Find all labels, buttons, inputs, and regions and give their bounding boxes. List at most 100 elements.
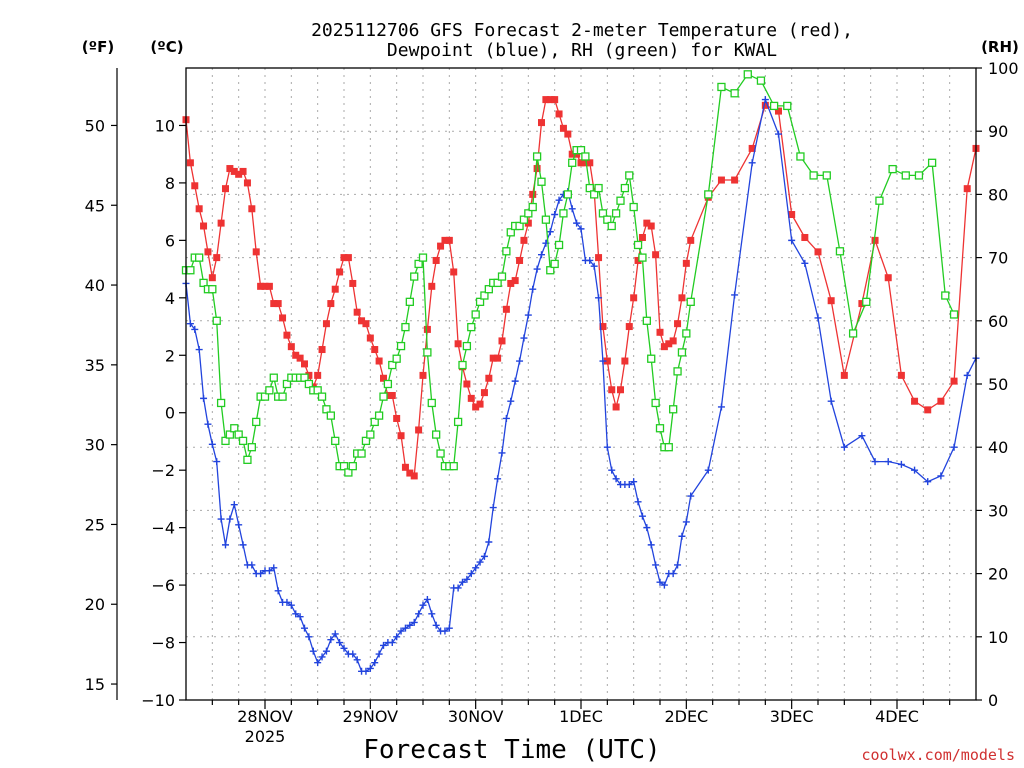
relative-humidity-point [783, 101, 792, 111]
dewpoint-point [406, 621, 414, 629]
2-meter-temperature-point [401, 463, 409, 471]
relative-humidity-point [546, 266, 555, 275]
2-meter-temperature-point [226, 165, 234, 173]
celsius-tick-label: 4 [165, 289, 175, 308]
2-meter-temperature-point [801, 233, 809, 241]
2-meter-temperature-point [305, 371, 313, 379]
relative-humidity-point [265, 386, 274, 395]
celsius-tick-label: −2 [151, 461, 175, 480]
dewpoint-point [331, 630, 339, 638]
celsius-unit-label: (ºC) [150, 38, 183, 56]
rh-tick-label: 40 [988, 438, 1008, 457]
relative-humidity-point [282, 379, 292, 389]
2-meter-temperature-point [884, 274, 892, 282]
2-meter-temperature-point [533, 165, 541, 173]
rh-tick-label: 80 [988, 185, 1008, 204]
dewpoint-point [555, 196, 563, 204]
relative-humidity-point [260, 392, 270, 401]
relative-humidity-point [221, 436, 230, 446]
2-meter-temperature-point [261, 282, 269, 290]
dewpoint-point [195, 346, 203, 354]
dewpoint-point [595, 294, 603, 302]
2-meter-temperature-point [195, 205, 203, 213]
2-meter-temperature-point [397, 432, 405, 440]
dewpoint-point [305, 633, 313, 641]
dewpoint-point [546, 228, 554, 236]
2-meter-temperature-point [652, 251, 660, 259]
relative-humidity-point [344, 468, 353, 477]
relative-humidity-point [563, 190, 572, 199]
credit-label: coolwx.com/models [861, 746, 1015, 764]
dewpoint-point [459, 578, 466, 586]
dewpoint-point [660, 581, 668, 589]
2-meter-temperature-point [204, 248, 212, 256]
x-tick-label: 29NOV [343, 707, 399, 726]
dewpoint-point [529, 285, 537, 293]
dewpoint-point [445, 624, 453, 632]
relative-humidity-point [664, 443, 673, 452]
dewpoint-point [502, 414, 510, 422]
2-meter-temperature-point [647, 222, 655, 230]
dewpoint-point [704, 466, 712, 474]
2-meter-temperature-point [441, 236, 449, 244]
rh-tick-label: 20 [988, 565, 1008, 584]
rh-tick-label: 90 [988, 122, 1008, 141]
relative-humidity-point [484, 285, 493, 294]
relative-humidity-point [493, 278, 502, 288]
2-meter-temperature-point [937, 397, 945, 405]
celsius-tick-label: 10 [155, 116, 175, 135]
dewpoint-point [186, 320, 194, 328]
x-tick-label: 1DEC [559, 707, 603, 726]
relative-humidity-point [611, 209, 621, 218]
2-meter-temperature-point [963, 185, 971, 193]
dewpoint-point [388, 639, 396, 647]
relative-humidity-point [300, 373, 309, 382]
relative-humidity-point [247, 443, 256, 452]
2-meter-temperature-point [331, 285, 339, 293]
2-meter-temperature-point [586, 159, 594, 167]
dewpoint-point [516, 357, 524, 365]
dewpoint-point [577, 225, 585, 233]
relative-humidity-point [506, 228, 515, 237]
2-meter-temperature-point [358, 317, 366, 325]
relative-humidity-point [927, 158, 937, 167]
relative-humidity-point [238, 436, 248, 446]
relative-humidity-point [515, 221, 524, 231]
relative-humidity-point [331, 436, 340, 446]
dewpoint-point [322, 647, 330, 655]
rh-unit-label: (RH) [981, 38, 1019, 56]
relative-humidity-point [862, 297, 871, 306]
celsius-tick-label: −6 [151, 576, 175, 595]
rh-tick-label: 60 [988, 312, 1008, 331]
dewpoint-point [638, 512, 646, 520]
relative-humidity-point [704, 190, 713, 199]
relative-humidity-point [278, 392, 287, 401]
2-meter-temperature-point [638, 233, 646, 241]
2-meter-temperature-point [950, 377, 958, 385]
dewpoint-point [871, 458, 879, 466]
2-meter-temperature-point [366, 334, 374, 342]
fahrenheit-tick-label: 25 [85, 515, 105, 534]
x-axis-label: Forecast Time (UTC) [363, 735, 660, 765]
2-meter-temperature-point [200, 222, 208, 230]
dewpoint-point [674, 561, 682, 569]
dewpoint-point [489, 504, 497, 512]
dewpoint-point [191, 325, 199, 333]
dewpoint-point [485, 538, 493, 546]
dewpoint-point [441, 627, 449, 635]
2-meter-temperature-point [858, 300, 866, 308]
dewpoint-point [314, 659, 322, 667]
2-meter-temperature-point [761, 101, 769, 109]
relative-humidity-point [941, 291, 950, 300]
relative-humidity-point [576, 146, 586, 155]
dewpoint-point [533, 265, 541, 273]
dewpoint-series [182, 96, 980, 675]
celsius-tick-label: 0 [165, 404, 175, 423]
dewpoint-point [897, 460, 905, 468]
celsius-tick-label: 6 [165, 231, 175, 250]
relative-humidity-point [449, 462, 458, 471]
2-meter-temperature-point [463, 380, 471, 388]
fahrenheit-tick-label: 35 [85, 356, 105, 375]
fahrenheit-tick-label: 20 [85, 595, 105, 614]
